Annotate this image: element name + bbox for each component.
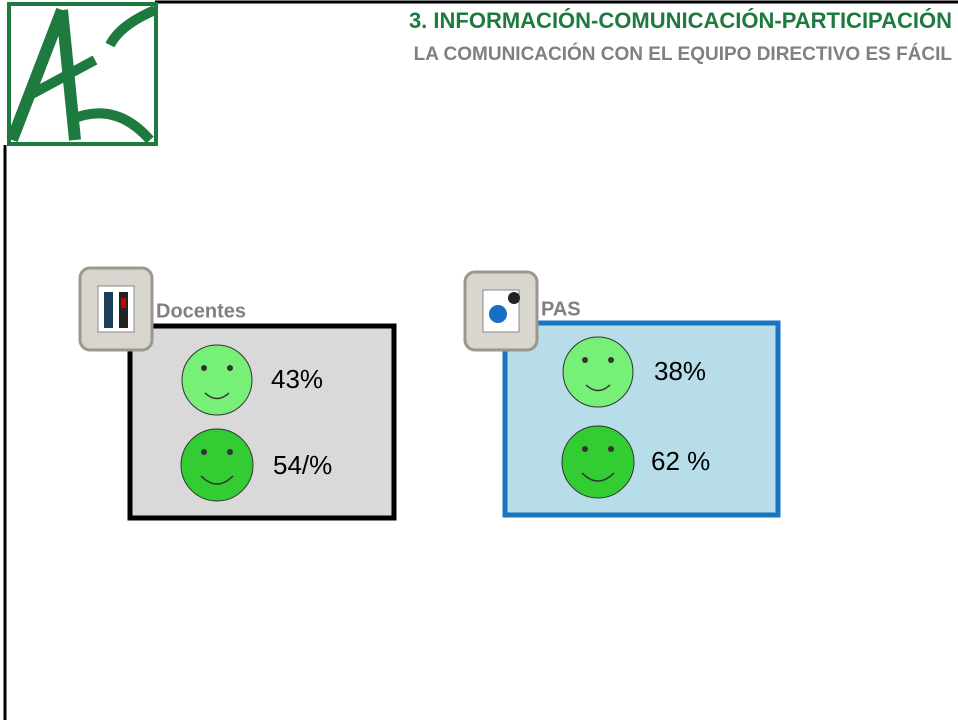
panel-label: PAS [541,298,581,320]
percent: 38% [654,356,706,386]
percent: 43% [271,364,323,394]
smiley [181,344,253,416]
logo [6,2,158,146]
title: 3. INFORMACIÓN-COMUNICACIÓN-PARTICIPACIÓ… [409,8,952,33]
percent: 62 % [651,446,710,476]
panel: Docentes 43% 54/% [78,266,397,521]
panel: PAS 38% 62 % [463,270,781,518]
smiley [562,336,634,408]
smiley [180,428,254,502]
subtitle: LA COMUNICACIÓN CON EL EQUIPO DIRECTIVO … [414,43,953,65]
panel-label: Docentes [156,300,246,322]
smiley [561,425,635,499]
percent: 54/% [273,450,332,480]
